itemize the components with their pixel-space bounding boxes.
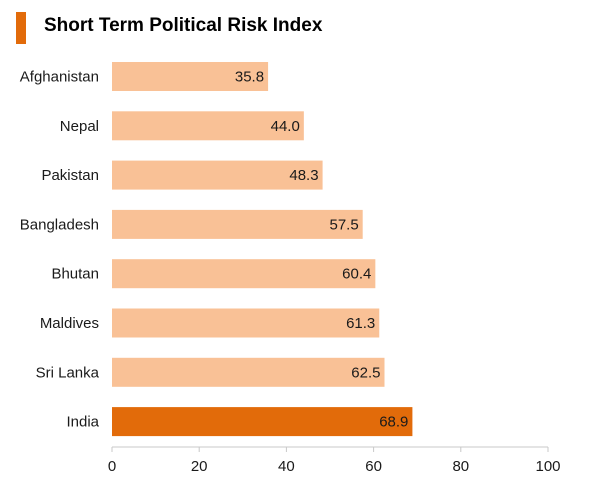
category-label: Sri Lanka [36, 364, 100, 381]
category-label: Bhutan [51, 266, 99, 283]
bar-pakistan [112, 160, 323, 190]
x-ticks-group: 0 20 40 60 80 100 [108, 447, 561, 475]
value-label: 68.9 [379, 414, 408, 431]
x-tick-label: 0 [108, 458, 116, 475]
category-labels-group: Afghanistan Nepal Pakistan Bangladesh Bhutan… [20, 69, 100, 431]
bar-sri-lanka [112, 357, 385, 387]
value-labels-group: 35.8 44.0 48.3 57.5 60.4 61.3 62.5 68.9 [235, 69, 409, 431]
bar-nepal [112, 111, 304, 141]
chart-header: Short Term Political Risk Index [0, 0, 601, 55]
bars-group [112, 62, 413, 437]
value-label: 60.4 [342, 266, 371, 283]
bar-bangladesh [112, 209, 363, 239]
bar-maldives [112, 308, 380, 338]
category-label: Nepal [60, 118, 99, 135]
value-label: 44.0 [271, 118, 300, 135]
x-tick-label: 20 [191, 458, 208, 475]
x-tick-label: 80 [452, 458, 469, 475]
category-label: India [66, 414, 99, 431]
value-label: 57.5 [329, 216, 358, 233]
category-label: Maldives [40, 315, 99, 332]
x-tick-label: 60 [365, 458, 382, 475]
chart-title: Short Term Political Risk Index [44, 15, 323, 36]
category-label: Pakistan [41, 167, 99, 184]
category-label: Bangladesh [20, 216, 99, 233]
bar-india [112, 407, 413, 437]
value-label: 61.3 [346, 315, 375, 332]
title-accent-bar [16, 12, 26, 44]
x-tick-label: 40 [278, 458, 295, 475]
bar-afghanistan [112, 62, 269, 91]
value-label: 48.3 [289, 167, 318, 184]
category-label: Afghanistan [20, 69, 99, 86]
value-label: 35.8 [235, 69, 264, 86]
bar-bhutan [112, 259, 376, 289]
x-tick-label: 100 [535, 458, 560, 475]
value-label: 62.5 [351, 364, 380, 381]
